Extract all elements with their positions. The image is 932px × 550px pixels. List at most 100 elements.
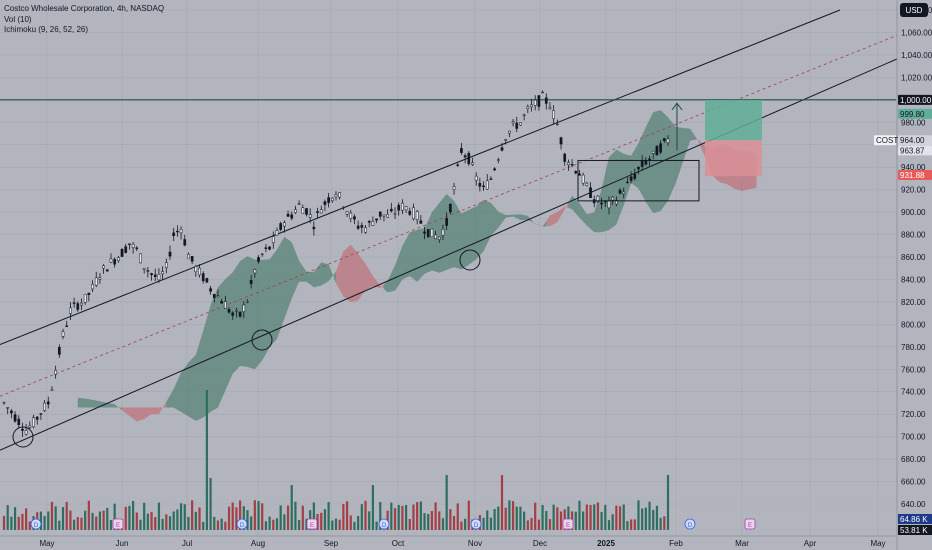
event-marker-label: E <box>748 523 752 529</box>
x-tick-label: Apr <box>804 539 817 548</box>
volume-bar <box>191 500 194 530</box>
candle-body <box>249 280 253 284</box>
candle-body <box>471 162 474 165</box>
candle-body <box>467 152 471 165</box>
volume-bar <box>272 519 275 530</box>
volume-bar <box>655 505 659 530</box>
candle-body <box>50 388 54 391</box>
currency-button[interactable] <box>900 3 928 17</box>
y-tick-label: 700.00 <box>901 433 926 442</box>
candle-body <box>301 207 305 214</box>
candle-body <box>563 153 567 162</box>
candle-body <box>205 278 209 283</box>
candle-body <box>611 196 615 201</box>
volume-bar <box>596 502 600 530</box>
candle-body <box>555 123 559 126</box>
volume-bar <box>423 513 426 530</box>
candle-body <box>460 148 463 153</box>
volume-bar <box>168 516 172 530</box>
candle-body <box>441 229 445 236</box>
volume-bar <box>618 506 622 530</box>
volume-bar <box>224 521 227 530</box>
volume-bar <box>102 510 105 530</box>
volume-bar <box>72 519 76 530</box>
candle-body <box>286 213 290 217</box>
candle-body <box>216 295 220 298</box>
trend-channel <box>0 9 932 451</box>
candle-body <box>662 138 666 141</box>
candle-body <box>419 220 423 224</box>
volume-bar <box>630 519 633 530</box>
candle-body <box>69 307 72 314</box>
volume-bar <box>467 500 470 530</box>
target-zone <box>705 100 762 141</box>
stop-price-tag: 931.88 <box>900 171 925 180</box>
volume-bar <box>397 504 400 530</box>
volume-bar <box>87 500 90 530</box>
volume-bar <box>39 511 42 530</box>
volume-bar <box>327 502 330 530</box>
y-tick-label: 740.00 <box>901 388 926 397</box>
volume-bar <box>393 508 397 530</box>
volume-bar <box>58 520 61 530</box>
candle-body <box>275 230 279 236</box>
volume-bar <box>187 516 190 530</box>
volume-bar <box>331 520 334 530</box>
volume-bar <box>25 508 28 530</box>
y-tick-label: 780.00 <box>901 343 926 352</box>
y-tick-label: 980.00 <box>901 118 926 127</box>
candle-body <box>246 301 249 303</box>
volume-bar <box>198 507 201 530</box>
candle-body <box>57 347 61 355</box>
candle-body <box>271 236 275 243</box>
candle-body <box>330 197 334 201</box>
ichimoku-cloud-bullish <box>77 397 123 411</box>
candle-body <box>415 211 419 220</box>
dividend-marker-icon <box>470 518 482 530</box>
volume-bar <box>489 517 493 530</box>
volume-bar <box>648 501 651 530</box>
volume-bar <box>567 506 570 530</box>
candle-body <box>522 114 526 116</box>
y-axis-background <box>897 0 932 550</box>
volume-label-ma: 64.86 K <box>900 515 928 524</box>
candle-body <box>423 231 426 234</box>
volume-bar <box>323 509 327 530</box>
volume-bar <box>194 511 197 530</box>
candle-body <box>364 227 367 233</box>
candle-body <box>268 246 271 250</box>
ichimoku-indicator-label[interactable]: Ichimoku (9, 26, 52, 26) <box>4 25 89 34</box>
volume-bar <box>43 515 46 530</box>
volume-bar <box>430 510 434 530</box>
volume-bar <box>537 519 540 530</box>
candle-body <box>626 181 629 184</box>
y-tick-label: 760.00 <box>901 365 926 374</box>
volume-bar <box>334 518 338 530</box>
volume-indicator-label[interactable]: Vol (10) <box>4 14 32 24</box>
earnings-marker-icon <box>306 518 318 530</box>
candle-body <box>168 251 172 257</box>
candle-body <box>633 174 637 179</box>
candle-body <box>338 192 342 198</box>
volume-bar <box>17 516 20 530</box>
volume-bar <box>106 507 109 530</box>
candle-body <box>327 197 330 203</box>
candle-body <box>607 200 611 209</box>
channel-upper-line <box>0 9 841 346</box>
candle-body <box>319 209 323 214</box>
volume-bar <box>109 520 113 530</box>
dividend-marker-icon <box>30 518 42 530</box>
candle-body <box>600 202 603 205</box>
candle-body <box>128 243 131 245</box>
candle-body <box>212 294 216 298</box>
volume-bar <box>515 506 518 530</box>
candle-body <box>489 178 493 180</box>
current-price-tag: 963.87 <box>900 146 925 155</box>
volume-bar <box>582 511 585 530</box>
volume-bar <box>375 521 378 530</box>
candle-body <box>511 121 515 124</box>
volume-bar <box>283 514 286 530</box>
candle-body <box>10 410 13 414</box>
x-tick-label: Dec <box>533 539 547 548</box>
